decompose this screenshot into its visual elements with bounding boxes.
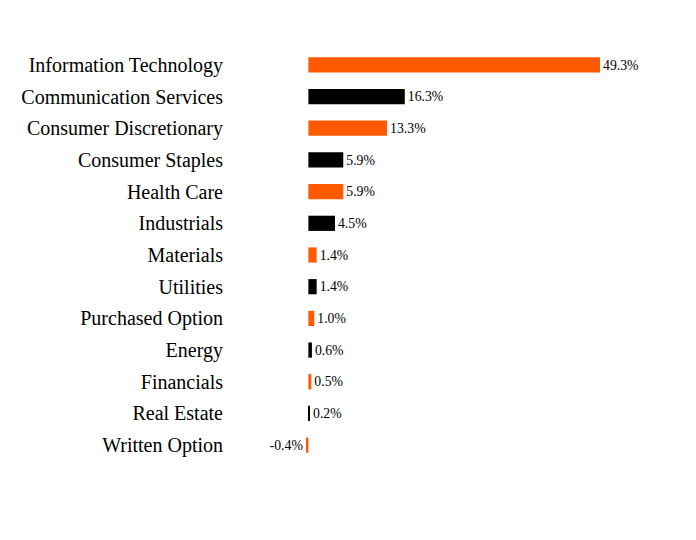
svg-text:49.3%: 49.3%: [603, 58, 639, 73]
svg-text:1.4%: 1.4%: [320, 279, 349, 294]
svg-text:5.9%: 5.9%: [346, 153, 375, 168]
svg-text:0.5%: 0.5%: [314, 374, 343, 389]
svg-text:1.4%: 1.4%: [320, 248, 349, 263]
svg-text:Consumer Staples: Consumer Staples: [78, 149, 223, 172]
svg-text:0.2%: 0.2%: [313, 406, 342, 421]
svg-text:5.9%: 5.9%: [346, 184, 375, 199]
svg-text:4.5%: 4.5%: [338, 216, 367, 231]
svg-text:1.0%: 1.0%: [317, 311, 346, 326]
svg-text:Industrials: Industrials: [139, 212, 224, 234]
svg-text:-0.4%: -0.4%: [270, 438, 303, 453]
svg-text:0.6%: 0.6%: [315, 343, 344, 358]
svg-text:Financials: Financials: [141, 371, 223, 393]
svg-text:Communication Services: Communication Services: [21, 86, 223, 108]
svg-text:Written Option: Written Option: [102, 434, 223, 457]
svg-text:Real Estate: Real Estate: [132, 402, 223, 424]
svg-text:Information Technology: Information Technology: [29, 54, 223, 77]
svg-text:Energy: Energy: [166, 339, 223, 362]
svg-text:Purchased Option: Purchased Option: [80, 307, 223, 330]
svg-text:13.3%: 13.3%: [390, 121, 426, 136]
svg-text:Consumer Discretionary: Consumer Discretionary: [27, 117, 223, 140]
svg-text:Materials: Materials: [147, 244, 223, 266]
svg-text:Health Care: Health Care: [127, 181, 223, 203]
svg-text:Utilities: Utilities: [159, 276, 224, 298]
svg-text:16.3%: 16.3%: [408, 89, 444, 104]
